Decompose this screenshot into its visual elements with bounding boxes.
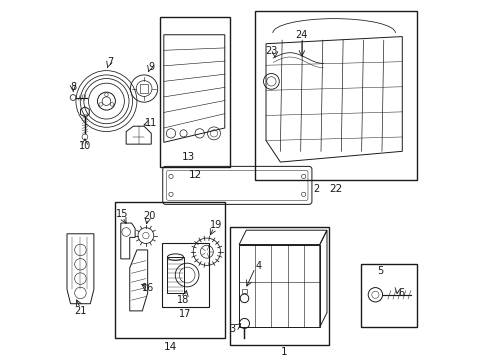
Bar [241,289,247,293]
Text: 2: 2 [312,184,319,194]
Bar [140,84,148,93]
Text: 17: 17 [179,310,191,319]
Bar [239,244,319,327]
Text: 6: 6 [397,288,403,297]
Text: 13: 13 [182,152,195,162]
Text: 19: 19 [209,220,222,230]
Text: 1: 1 [281,347,287,357]
Text: 10: 10 [79,141,91,151]
Text: 16: 16 [141,283,154,293]
Text: 18: 18 [177,295,189,305]
Text: 11: 11 [145,118,157,128]
Text: 22: 22 [328,184,342,194]
Text: 4: 4 [255,261,262,271]
Text: 14: 14 [163,342,176,352]
Text: 15: 15 [116,209,128,219]
Bar [360,264,416,327]
Text: 24: 24 [295,30,307,40]
Bar [230,226,328,345]
Text: 3: 3 [228,324,235,334]
Text: 5: 5 [377,266,383,276]
Text: 8: 8 [70,82,76,92]
Bar [160,17,230,167]
Text: 20: 20 [143,211,155,221]
Text: 21: 21 [74,306,86,316]
Bar [115,202,224,338]
Bar [162,243,208,307]
Text: 23: 23 [264,46,277,56]
Text: 7: 7 [107,57,113,67]
Bar [167,257,183,293]
Text: 9: 9 [148,62,154,72]
Bar [255,12,416,180]
Text: 12: 12 [188,170,202,180]
